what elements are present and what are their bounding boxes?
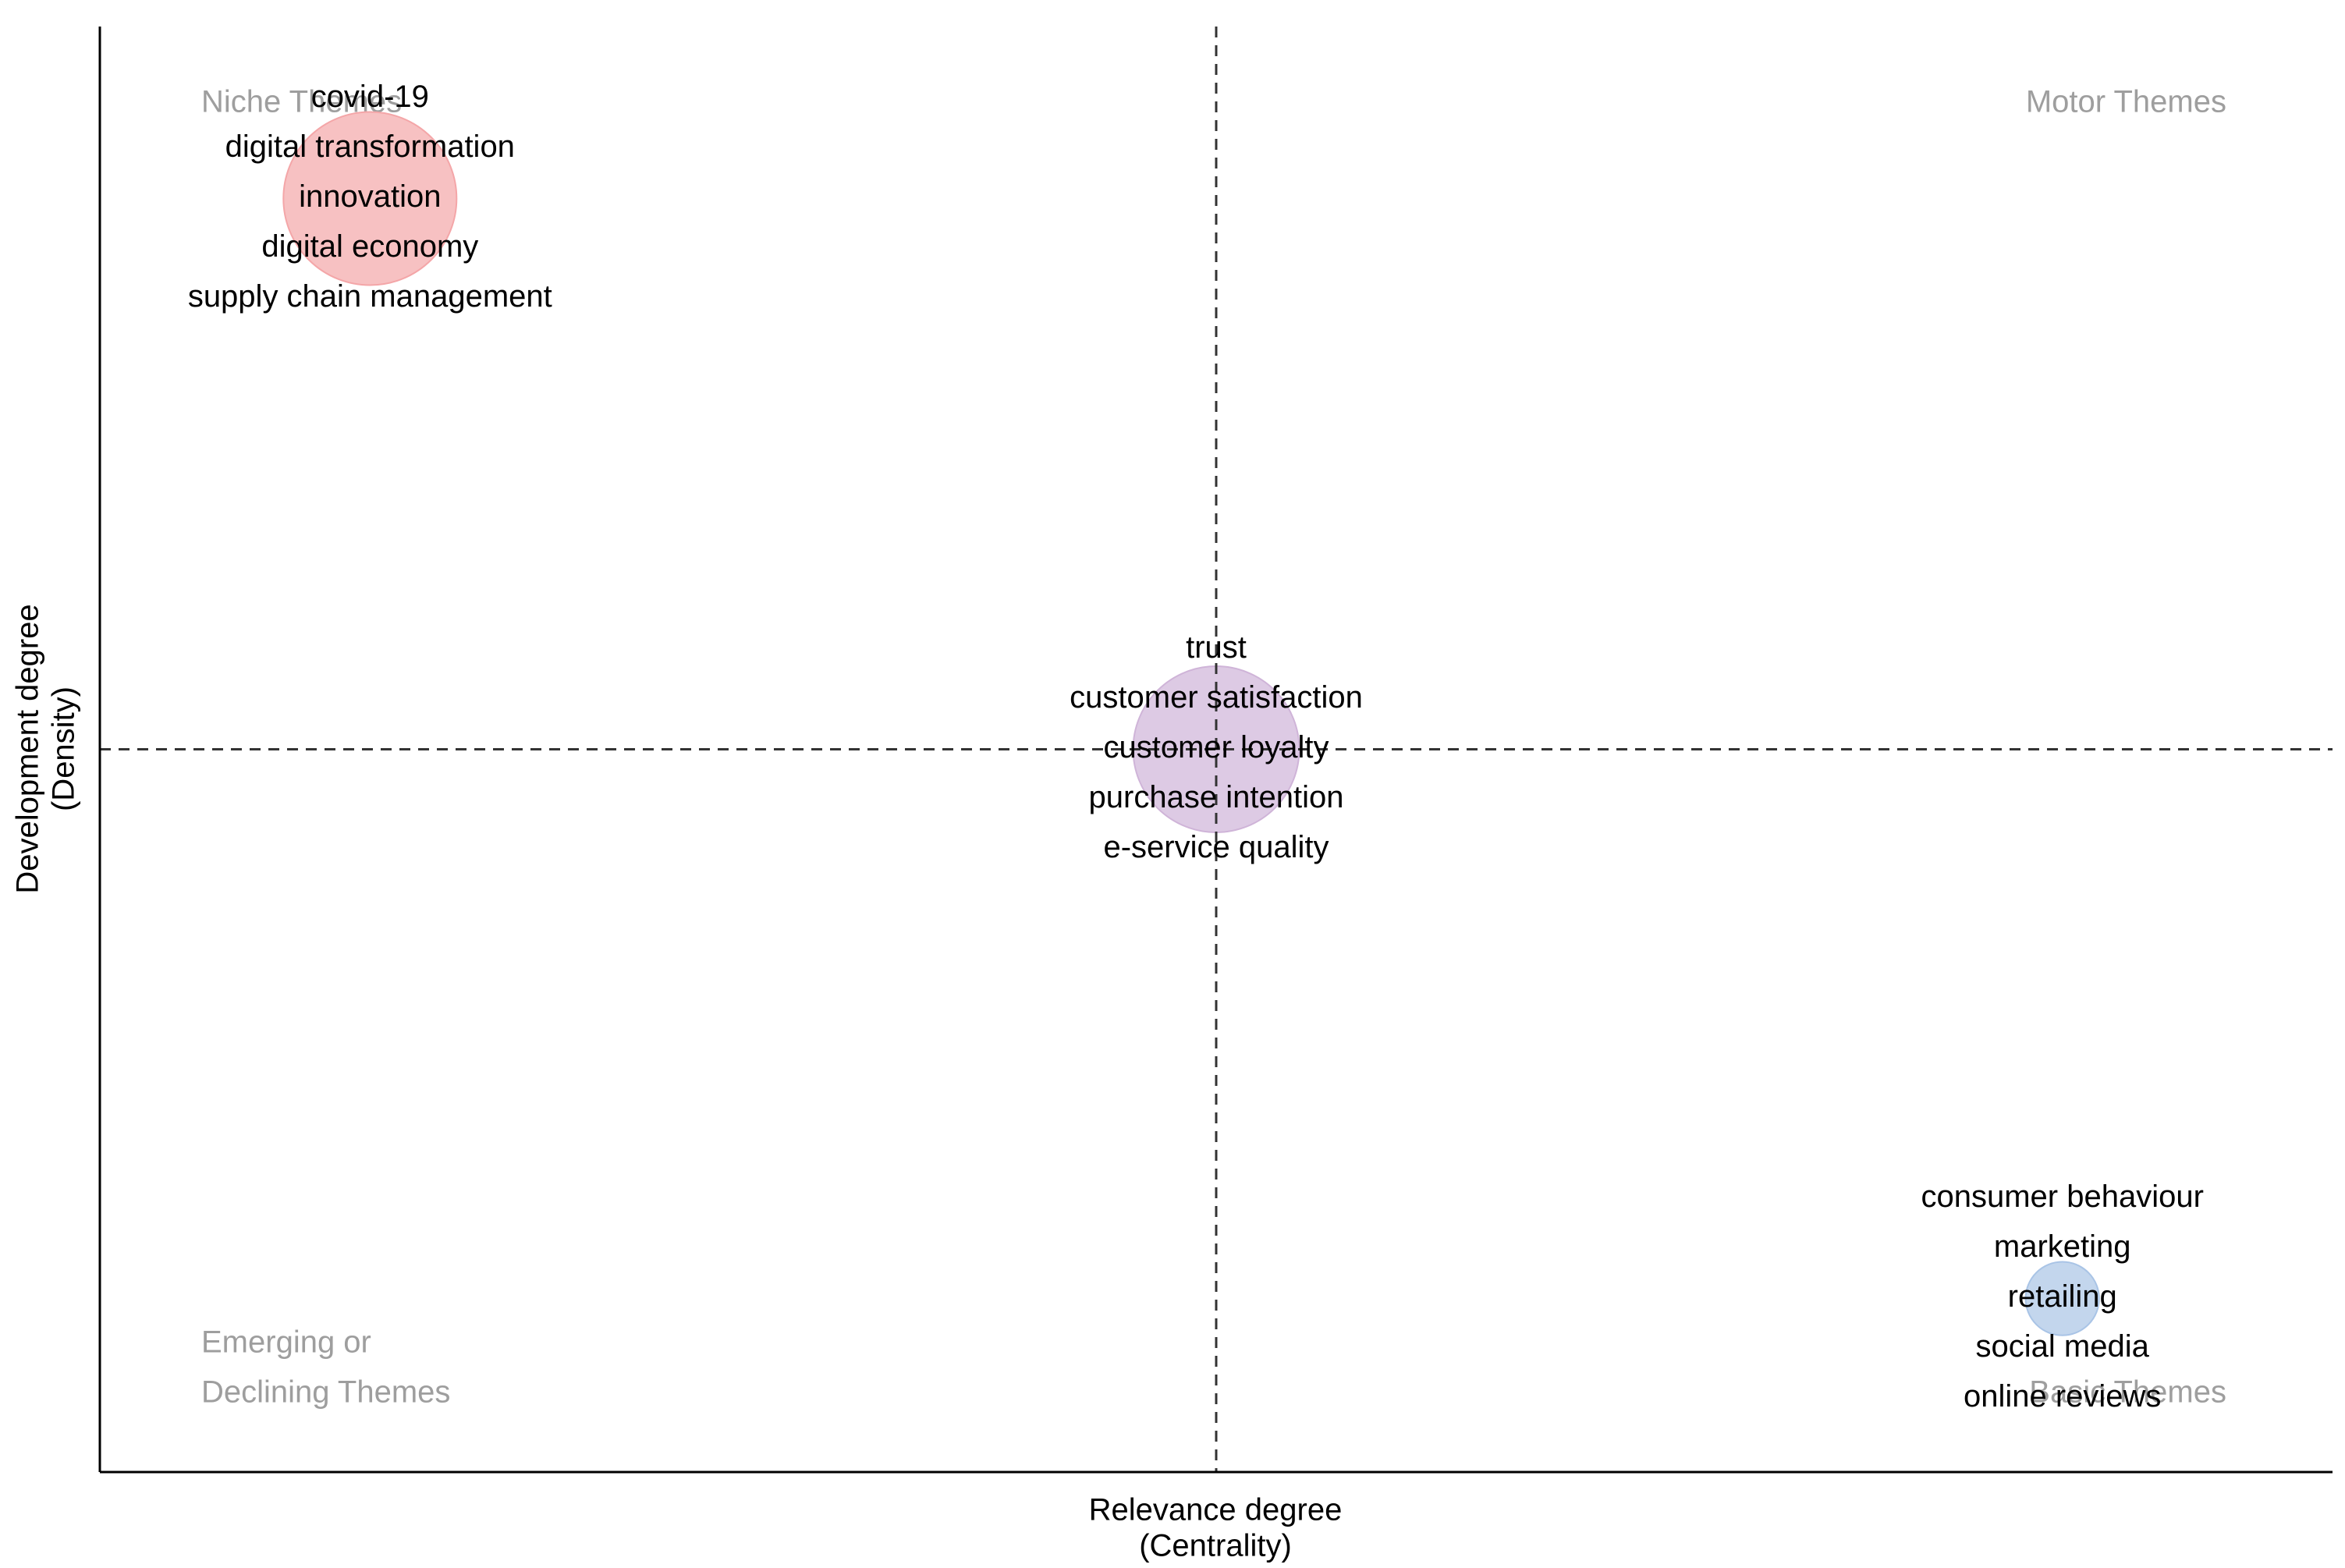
keyword-label: customer loyalty xyxy=(1104,730,1329,764)
keyword-label: purchase intention xyxy=(1089,780,1344,814)
keyword-label: social media xyxy=(1976,1329,2150,1364)
y-axis-subtitle: (Density) xyxy=(47,686,81,811)
cluster-bubble-1 xyxy=(282,111,458,286)
quadrant-label-top-right: Motor Themes xyxy=(2026,85,2226,119)
quadrant-label-bottom-right: Basic Themes xyxy=(2029,1375,2226,1410)
keyword-label-layer: covid-19 digital transformation innovation… xyxy=(188,80,2204,1414)
keyword-label: online reviews xyxy=(1964,1379,2161,1414)
keyword-label: retailing xyxy=(2008,1279,2117,1314)
quadrant-label-bottom-left: Declining Themes xyxy=(201,1375,450,1410)
keyword-label: supply chain management xyxy=(188,279,552,314)
reference-line-layer xyxy=(100,27,2333,1472)
keyword-label: covid-19 xyxy=(311,80,429,114)
keyword-label: marketing xyxy=(1994,1229,2131,1264)
keyword-label: e-service quality xyxy=(1103,830,1329,864)
axis-title-layer: Relevance degree (Centrality) Developmen… xyxy=(11,604,1343,1563)
keyword-label: trust xyxy=(1186,630,1247,665)
x-axis-subtitle: (Centrality) xyxy=(1139,1529,1292,1563)
quadrant-label-bottom-left: Emerging or xyxy=(201,1325,371,1360)
bubble-layer xyxy=(282,111,2100,1336)
y-axis-title: Development degree xyxy=(11,604,45,893)
keyword-label: consumer behaviour xyxy=(1921,1180,2203,1214)
axes-layer xyxy=(98,27,2333,1474)
keyword-label: innovation xyxy=(299,179,441,214)
x-axis-title: Relevance degree xyxy=(1089,1493,1343,1527)
cluster-bubble-3 xyxy=(2024,1261,2100,1336)
keyword-label: digital economy xyxy=(261,229,478,264)
keyword-label: customer satisfaction xyxy=(1070,680,1363,715)
keyword-label: digital transformation xyxy=(225,129,515,164)
